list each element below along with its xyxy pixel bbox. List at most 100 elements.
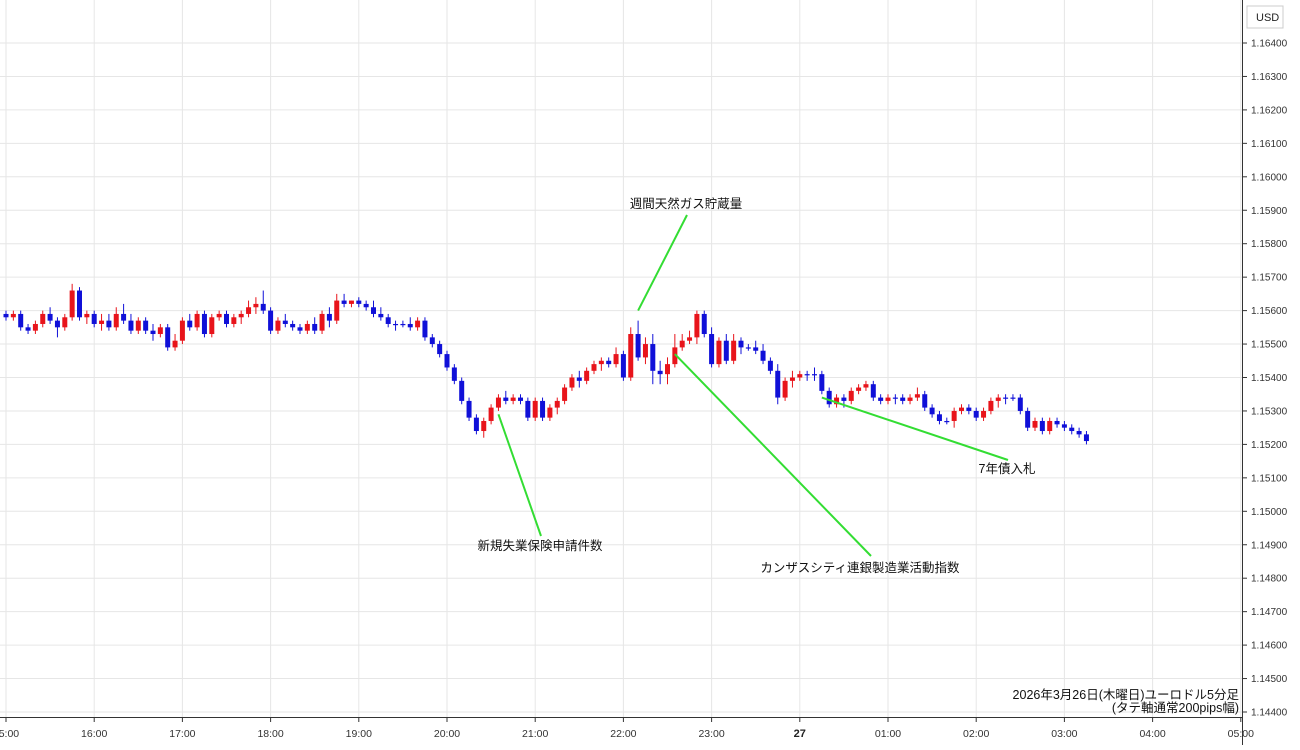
candle-body xyxy=(150,330,156,335)
candle-body xyxy=(121,313,127,321)
candle xyxy=(437,340,443,358)
candle xyxy=(701,310,707,338)
candle-body xyxy=(25,327,31,331)
candle xyxy=(312,317,318,335)
candle xyxy=(371,300,376,318)
candle-body xyxy=(628,334,634,378)
candle xyxy=(282,313,288,328)
candle xyxy=(1069,424,1075,435)
x-tick-label: 21:00 xyxy=(522,728,548,740)
candle-body xyxy=(1017,397,1023,411)
candle xyxy=(789,370,795,388)
candle xyxy=(1010,394,1016,401)
candle-body xyxy=(988,400,994,411)
candle xyxy=(150,323,156,341)
candle-body xyxy=(393,323,399,326)
candle xyxy=(657,360,663,385)
candle-body xyxy=(40,313,46,324)
y-tick-label: 1.14400 xyxy=(1251,708,1288,719)
candle-body xyxy=(584,370,590,381)
y-tick-label: 1.14700 xyxy=(1251,607,1288,618)
candle-body xyxy=(400,323,406,326)
candle-body xyxy=(1069,427,1075,432)
candle-body xyxy=(334,300,340,321)
candle xyxy=(745,344,751,351)
candle xyxy=(848,387,854,405)
candle xyxy=(224,310,229,328)
unit-box xyxy=(1246,5,1284,29)
candle xyxy=(91,310,97,328)
event-annotation: 7年債入札 xyxy=(821,396,1036,476)
candle xyxy=(466,397,472,421)
event-annotation: カンザスシティ連銀製造業活動指数 xyxy=(674,353,960,575)
candle-body xyxy=(422,320,428,338)
candle-body xyxy=(995,397,1001,401)
candle-body xyxy=(753,347,759,351)
candle-body xyxy=(510,397,516,401)
candle-body xyxy=(106,320,112,328)
candle xyxy=(900,394,906,405)
candle-body xyxy=(1047,420,1053,432)
candle xyxy=(348,300,354,308)
candle xyxy=(400,320,406,328)
candle-body xyxy=(231,317,237,324)
x-tick-label: 19:00 xyxy=(346,728,372,740)
candle-body xyxy=(32,323,38,331)
candle-body xyxy=(782,380,788,398)
candle-body xyxy=(187,320,193,328)
candle xyxy=(341,293,347,308)
candle xyxy=(385,313,391,328)
candle xyxy=(650,334,656,385)
candle-body xyxy=(900,397,906,401)
candle-body xyxy=(936,414,942,421)
candle-body xyxy=(951,410,957,421)
candle-body xyxy=(569,377,575,388)
x-tick-label: 03:00 xyxy=(1051,728,1077,740)
x-tick-label: 22:00 xyxy=(610,728,636,740)
candle xyxy=(1017,394,1023,415)
candle-body xyxy=(275,320,281,331)
candle xyxy=(1003,394,1009,405)
candle xyxy=(77,287,82,321)
y-tick-label: 1.15900 xyxy=(1251,206,1288,217)
candle xyxy=(562,384,568,405)
candle-body xyxy=(1083,434,1089,442)
candle-body xyxy=(238,313,244,318)
annotation-label: 7年債入札 xyxy=(979,461,1036,476)
candle xyxy=(598,357,604,371)
candle-body xyxy=(966,407,972,411)
candle-body xyxy=(716,340,722,365)
candle xyxy=(393,320,399,331)
y-tick-label: 1.15600 xyxy=(1251,306,1288,317)
candle xyxy=(672,334,678,368)
y-tick-label: 1.15000 xyxy=(1251,507,1288,518)
candle-body xyxy=(488,407,494,421)
candle xyxy=(238,310,244,324)
annotation-line xyxy=(821,396,1009,461)
candle xyxy=(194,310,200,331)
annotation-line xyxy=(674,353,872,557)
candle xyxy=(268,307,274,335)
annotation-label: カンザスシティ連銀製造業活動指数 xyxy=(760,560,960,575)
y-tick-label: 1.14900 xyxy=(1251,540,1288,551)
x-tick-label: 01:00 xyxy=(875,728,901,740)
candle-body xyxy=(326,313,332,321)
candle xyxy=(892,394,898,405)
x-tick-label: 20:00 xyxy=(434,728,460,740)
candle-body xyxy=(789,377,795,381)
candle-body xyxy=(738,340,744,348)
candle xyxy=(518,394,523,405)
candle xyxy=(128,313,134,335)
candle-body xyxy=(878,397,884,401)
candle-body xyxy=(179,320,185,341)
candle xyxy=(988,397,994,415)
x-tick-label: 05:00 xyxy=(1228,728,1254,740)
candle-body xyxy=(495,397,501,408)
candle-body xyxy=(620,354,626,378)
candle-body xyxy=(165,327,171,348)
candle-body xyxy=(863,384,869,388)
x-tick-label: 16:00 xyxy=(81,728,107,740)
candle-body xyxy=(767,360,773,371)
candle xyxy=(451,364,457,385)
y-tick-label: 1.15700 xyxy=(1251,273,1288,284)
